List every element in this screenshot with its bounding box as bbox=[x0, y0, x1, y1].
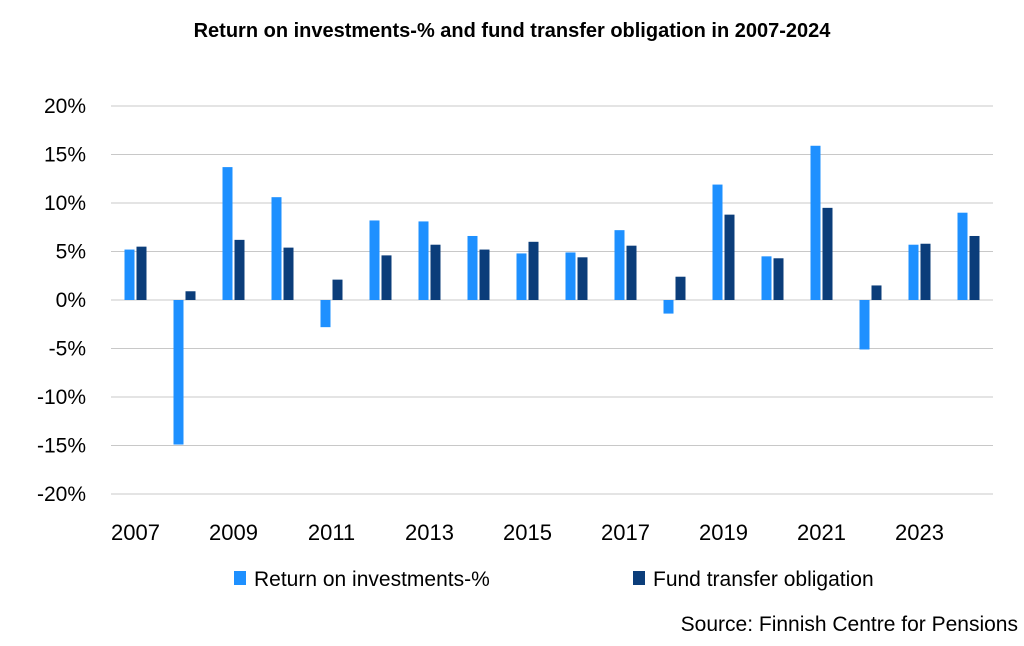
legend-swatch-return bbox=[234, 571, 246, 585]
bar-fund-transfer bbox=[185, 291, 196, 300]
x-tick-label: 2011 bbox=[308, 520, 355, 545]
y-tick-label: -15% bbox=[37, 435, 86, 458]
x-tick-label: 2015 bbox=[503, 520, 552, 545]
bar-fund-transfer bbox=[136, 246, 147, 300]
bar-fund-transfer bbox=[969, 235, 980, 300]
bar-return bbox=[908, 244, 919, 300]
bar-fund-transfer bbox=[577, 257, 588, 300]
bar-return bbox=[516, 253, 527, 300]
y-tick-label: 15% bbox=[44, 144, 86, 167]
legend-swatch-fund bbox=[633, 571, 645, 585]
x-tick-label: 2007 bbox=[111, 520, 160, 545]
bar-fund-transfer bbox=[479, 249, 490, 300]
legend-label-fund: Fund transfer obligation bbox=[653, 568, 874, 591]
bar-return bbox=[222, 167, 233, 300]
bar-return bbox=[614, 230, 625, 300]
y-tick-label: -10% bbox=[37, 386, 86, 409]
bar-fund-transfer bbox=[822, 207, 833, 300]
legend-label-return: Return on investments-% bbox=[254, 568, 490, 591]
bar-return bbox=[565, 252, 576, 300]
bar-return bbox=[663, 300, 674, 314]
y-tick-label: 10% bbox=[44, 192, 86, 215]
bar-return bbox=[173, 300, 184, 445]
bar-fund-transfer bbox=[724, 214, 735, 300]
chart-title: Return on investments-% and fund transfe… bbox=[194, 20, 832, 42]
y-tick-label: -5% bbox=[49, 338, 86, 361]
bar-return bbox=[320, 300, 331, 328]
bar-fund-transfer bbox=[430, 244, 441, 300]
bar-fund-transfer bbox=[626, 245, 637, 300]
bar-return bbox=[957, 212, 968, 300]
x-tick-label: 2009 bbox=[209, 520, 258, 545]
legend: Return on investments-% Fund transfer ob… bbox=[234, 568, 874, 591]
source-note: Source: Finnish Centre for Pensions bbox=[681, 613, 1018, 636]
x-tick-label: 2013 bbox=[405, 520, 454, 545]
bar-fund-transfer bbox=[381, 255, 392, 300]
bar-return bbox=[418, 221, 429, 300]
x-tick-label: 2021 bbox=[797, 520, 846, 545]
bar-return bbox=[271, 197, 282, 300]
y-tick-label: -20% bbox=[37, 483, 86, 506]
bar-fund-transfer bbox=[675, 276, 686, 300]
bar-return bbox=[761, 256, 772, 300]
y-tick-label: 20% bbox=[44, 95, 86, 118]
y-tick-label: 0% bbox=[56, 289, 86, 312]
bar-return bbox=[369, 220, 380, 300]
x-tick-label: 2019 bbox=[699, 520, 748, 545]
gridlines bbox=[111, 105, 993, 495]
bar-fund-transfer bbox=[283, 247, 294, 300]
bar-fund-transfer bbox=[332, 279, 343, 300]
bar-return bbox=[467, 235, 478, 300]
bars bbox=[124, 145, 980, 445]
x-tick-label: 2017 bbox=[601, 520, 650, 545]
bar-fund-transfer bbox=[773, 258, 784, 300]
bar-return bbox=[810, 145, 821, 300]
bar-fund-transfer bbox=[871, 285, 882, 300]
bar-fund-transfer bbox=[528, 241, 539, 300]
y-axis-ticks: 20% 15% 10% 5% 0% -5% -10% -15% -20% bbox=[37, 95, 86, 506]
x-tick-label: 2023 bbox=[895, 520, 944, 545]
y-tick-label: 5% bbox=[56, 241, 86, 264]
bar-fund-transfer bbox=[234, 239, 245, 300]
bar-return bbox=[124, 249, 135, 300]
bar-fund-transfer bbox=[920, 243, 931, 300]
bar-return bbox=[859, 300, 870, 350]
x-axis-ticks: 2007 2009 2011 2013 2015 2017 2019 2021 2023 bbox=[111, 520, 944, 545]
bar-return bbox=[712, 184, 723, 300]
